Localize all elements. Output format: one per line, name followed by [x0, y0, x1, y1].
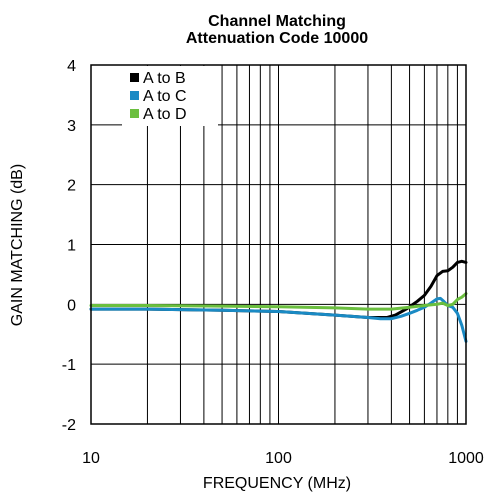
y-tick-label: -2	[62, 417, 76, 434]
x-tick-labels: 10 100 1000	[82, 450, 484, 467]
y-tick-label: 3	[67, 118, 76, 135]
chart-title: Channel Matching	[208, 13, 346, 30]
y-tick-label: 2	[67, 178, 76, 195]
legend-label: A to B	[143, 70, 186, 87]
y-tick-label: 4	[67, 58, 76, 75]
y-tick-label: -1	[62, 357, 76, 374]
legend-label: A to D	[143, 106, 187, 123]
y-tick-label: 1	[67, 238, 76, 255]
x-tick-label: 1000	[448, 450, 484, 467]
y-tick-label: 0	[67, 297, 76, 314]
legend-swatch	[130, 109, 139, 118]
y-axis-label: GAIN MATCHING (dB)	[9, 164, 26, 326]
legend-swatch	[130, 91, 139, 100]
legend-swatch	[130, 73, 139, 82]
y-tick-labels: -2 -1 0 1 2 3 4	[62, 58, 76, 434]
x-tick-label: 100	[265, 450, 292, 467]
chart-subtitle: Attenuation Code 10000	[186, 30, 368, 47]
x-axis-label: FREQUENCY (MHz)	[203, 475, 351, 492]
legend-label: A to C	[143, 88, 187, 105]
legend: A to BA to CA to D	[122, 66, 218, 126]
x-tick-label: 10	[82, 450, 100, 467]
